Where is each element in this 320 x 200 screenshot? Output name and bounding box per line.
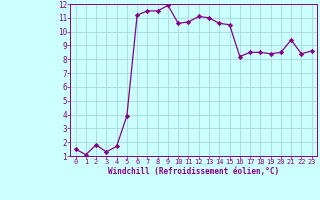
X-axis label: Windchill (Refroidissement éolien,°C): Windchill (Refroidissement éolien,°C) xyxy=(108,167,279,176)
